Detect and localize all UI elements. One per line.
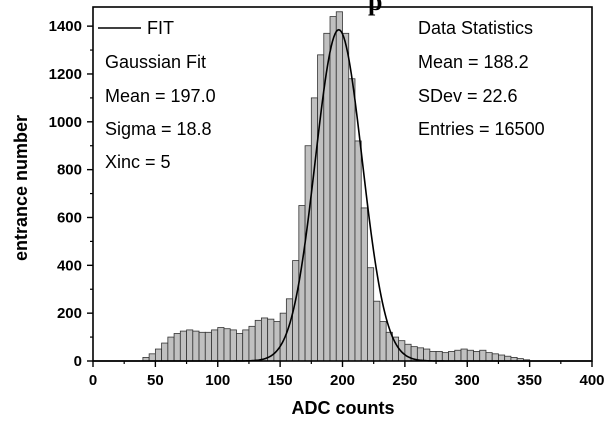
histogram-bar xyxy=(385,331,393,362)
stats-panel-line-3: SDev = 22.6 xyxy=(418,86,518,106)
histogram-bar xyxy=(242,329,250,362)
histogram-bar xyxy=(167,336,175,362)
histogram-bar xyxy=(485,352,493,362)
histogram-bar xyxy=(154,348,163,362)
x-axis-ticks: 0 50 100 150 200 250 300 350 400 xyxy=(89,361,605,389)
x-tick-label: 300 xyxy=(455,372,480,389)
histogram-bar xyxy=(248,325,256,362)
y-tick-label: 400 xyxy=(57,257,82,274)
histogram-bar xyxy=(479,349,487,362)
histogram-bar xyxy=(179,330,187,362)
y-tick-label: 0 xyxy=(74,353,82,370)
stats-panel-line-2: Mean = 188.2 xyxy=(418,52,529,72)
y-tick-label: 600 xyxy=(57,209,82,226)
x-tick-label: 0 xyxy=(89,372,97,389)
histogram-bar xyxy=(329,16,337,362)
y-axis-title: entrance number xyxy=(11,115,31,261)
histogram-bar xyxy=(379,321,387,362)
stats-panel-line-4: Entries = 16500 xyxy=(418,119,545,139)
histogram-bar xyxy=(373,300,381,362)
histogram-bar xyxy=(236,333,244,362)
x-tick-label: 250 xyxy=(392,372,417,389)
x-tick-label: 350 xyxy=(517,372,542,389)
histogram-bar xyxy=(498,354,506,362)
legend-fit-label: FIT xyxy=(147,18,174,38)
histogram-bar xyxy=(173,333,181,362)
x-tick-label: 150 xyxy=(268,372,293,389)
histogram-bar xyxy=(367,267,375,362)
histogram-bar xyxy=(192,330,200,362)
histogram-bar xyxy=(398,340,406,362)
histogram-bar xyxy=(198,331,206,362)
histogram-bar xyxy=(148,353,156,362)
histogram-bar xyxy=(342,32,350,362)
histogram-bar xyxy=(273,321,281,362)
chart-title: p xyxy=(368,0,382,16)
histogram-bar xyxy=(186,329,194,362)
fit-panel-line-4: Xinc = 5 xyxy=(105,152,171,172)
histogram-bar xyxy=(448,351,456,362)
fit-panel-line-2: Mean = 197.0 xyxy=(105,86,216,106)
histogram-bar xyxy=(416,347,424,362)
y-tick-label: 1200 xyxy=(49,66,82,83)
fit-panel-line-3: Sigma = 18.8 xyxy=(105,119,212,139)
fit-panel-line-1: Gaussian Fit xyxy=(105,52,206,72)
histogram-bar xyxy=(423,348,431,362)
histogram-bars xyxy=(142,11,531,362)
histogram-bar xyxy=(217,327,225,362)
histogram-bar xyxy=(254,319,262,362)
histogram-bar xyxy=(454,349,462,362)
histogram-bar xyxy=(304,145,312,362)
histogram-bar xyxy=(460,348,468,362)
histogram-bar xyxy=(473,351,481,362)
histogram-bar xyxy=(211,329,219,362)
y-tick-label: 200 xyxy=(57,305,82,322)
y-tick-label: 800 xyxy=(57,162,82,179)
histogram-bar xyxy=(229,329,237,362)
x-tick-label: 200 xyxy=(330,372,355,389)
x-tick-label: 400 xyxy=(579,372,604,389)
histogram-bar xyxy=(298,205,306,362)
histogram-bar xyxy=(335,11,343,362)
histogram-bar xyxy=(161,342,169,362)
y-tick-label: 1000 xyxy=(49,114,82,131)
histogram-bar xyxy=(466,349,474,362)
histogram-bar xyxy=(435,351,443,362)
x-tick-label: 50 xyxy=(147,372,164,389)
histogram-bar xyxy=(348,78,356,362)
y-tick-label: 1400 xyxy=(49,18,82,35)
histogram-bar xyxy=(441,352,449,362)
histogram-bar xyxy=(491,353,499,362)
histogram-bar xyxy=(223,328,231,362)
y-axis-ticks: 0 200 400 600 800 1000 1200 1400 xyxy=(49,18,93,370)
histogram-bar xyxy=(429,351,437,362)
histogram-bar xyxy=(261,317,269,362)
histogram-bar xyxy=(360,207,368,362)
stats-panel-line-1: Data Statistics xyxy=(418,18,533,38)
x-axis-title: ADC counts xyxy=(292,398,395,418)
x-tick-label: 100 xyxy=(205,372,230,389)
histogram-bar xyxy=(310,97,318,362)
histogram-bar xyxy=(354,140,362,362)
histogram-bar xyxy=(204,331,212,362)
